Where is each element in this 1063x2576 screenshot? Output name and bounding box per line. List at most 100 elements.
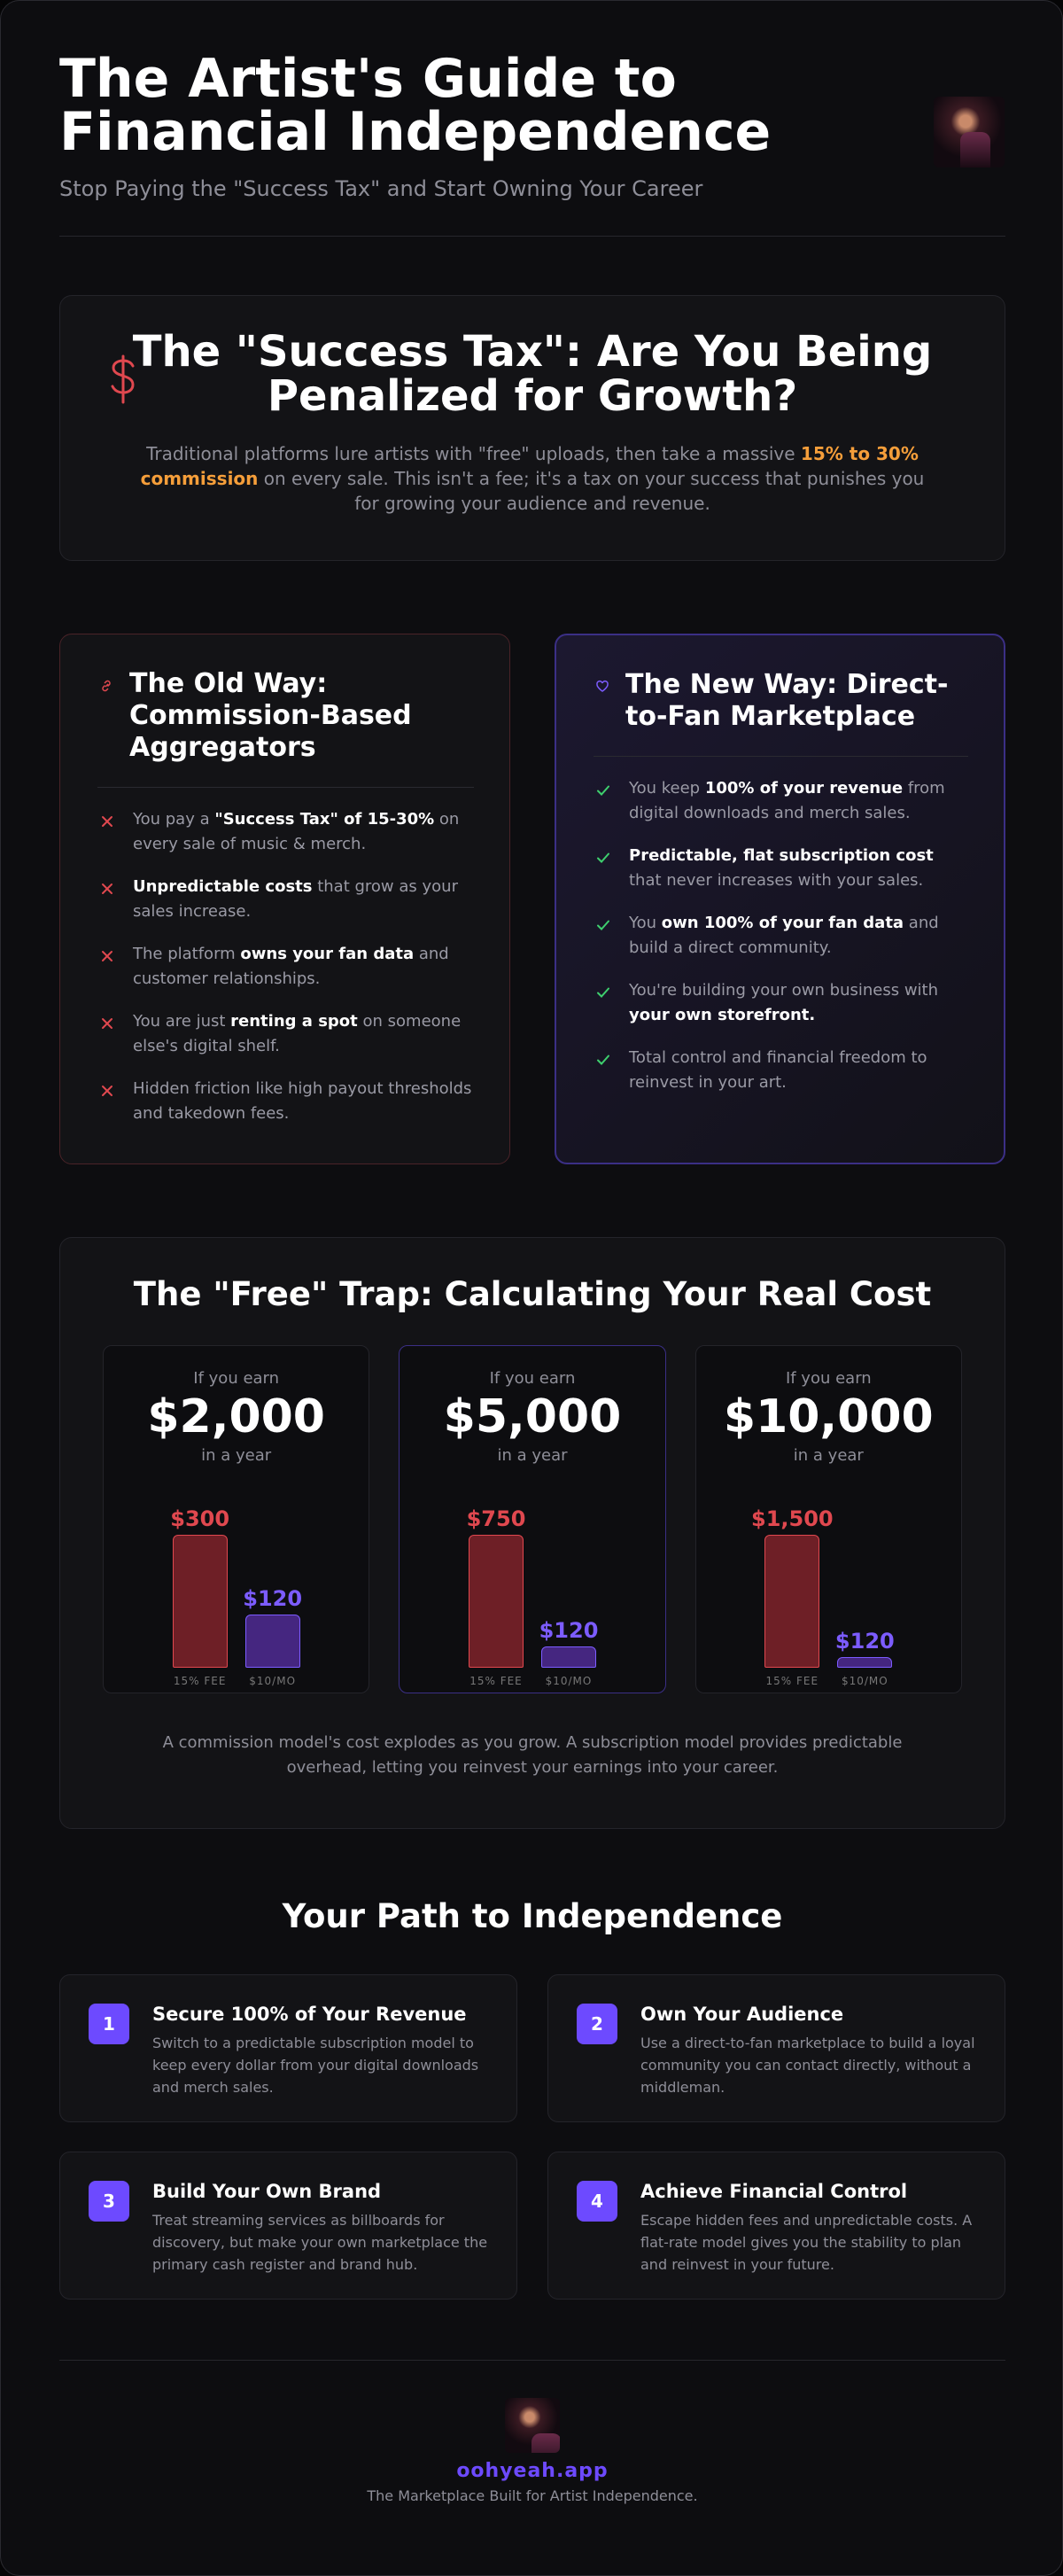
emphasis: 100% of your revenue: [704, 779, 904, 798]
icon-path: [597, 920, 609, 930]
text-run: Traditional platforms lure artists with …: [146, 443, 801, 464]
separator: [97, 787, 474, 788]
bar-column: $120 $10/MO: [835, 1629, 895, 1687]
step-title: Build Your Own Brand: [152, 2181, 382, 2202]
icon-path: [102, 816, 113, 827]
list-item: Unpredictable costs that grow as your sa…: [97, 875, 474, 924]
section-title: The "Free" Trap: Calculating Your Real C…: [133, 1275, 932, 1313]
icon-path: [102, 1018, 113, 1029]
cross-icon: [102, 1086, 113, 1096]
icon-path: [597, 852, 609, 863]
list-item: Total control and financial freedom to r…: [594, 1046, 968, 1095]
page-title: The Artist's Guide to Financial Independ…: [59, 48, 772, 163]
emphasis: 15% to 30% commission: [140, 443, 919, 489]
text-run: You are just: [133, 1012, 231, 1031]
bar-caption: $10/MO: [545, 1675, 593, 1687]
text-run: on every sale of music & merch.: [133, 810, 460, 853]
footer: oohyeah.app The Marketplace Built for Ar…: [59, 2398, 1005, 2504]
bar-column: $120 $10/MO: [539, 1618, 599, 1687]
bar-group: $750 15% FEE $120 $10/MO: [400, 1490, 664, 1687]
check-icon: [597, 785, 609, 796]
item-list: You pay a "Success Tax" of 15-30% on eve…: [97, 807, 474, 1126]
step-title: Achieve Financial Control: [640, 2181, 908, 2202]
value-label: $1,500: [751, 1506, 834, 1531]
step-text: Treat streaming services as billboards f…: [152, 2212, 488, 2273]
check-icon: [597, 852, 609, 863]
emphasis: owns your fan data: [240, 945, 415, 963]
bar-group: $300 15% FEE $120 $10/MO: [104, 1490, 369, 1687]
text-run: You: [629, 914, 662, 932]
bar: [468, 1535, 524, 1668]
item-list: You keep 100% of your revenue from digit…: [594, 776, 968, 1095]
card-amount: $5,000: [443, 1390, 622, 1444]
cross-icon: [102, 816, 113, 827]
new-way: The New Way: Direct-to-Fan Marketplace Y…: [555, 634, 1005, 1164]
card-suffix: in a year: [201, 1446, 272, 1465]
bar-caption: $10/MO: [841, 1675, 888, 1687]
icon-path: [597, 987, 609, 998]
text-run: and customer relationships.: [133, 945, 449, 988]
icon-path: [102, 883, 113, 894]
check-icon: [597, 920, 609, 930]
step-title: Secure 100% of Your Revenue: [152, 2004, 467, 2025]
cards: If you earn $2,000 in a year $300 15% FEE $12…: [103, 1345, 962, 1693]
emphasis: Unpredictable costs: [133, 877, 313, 896]
cost-card: If you earn $10,000 in a year $1,500 15% FEE…: [694, 1345, 962, 1693]
divider: [59, 236, 1005, 237]
text-run: that never increases with your sales.: [629, 871, 924, 890]
list-item: You are just renting a spot on someone e…: [97, 1009, 474, 1059]
step-card: 3 Build Your Own Brand Treat streaming ser…: [59, 2152, 517, 2300]
bar: [244, 1615, 300, 1668]
subtitle: Stop Paying the "Success Tax" and Start …: [59, 176, 703, 201]
text-run: and build a direct community.: [629, 914, 939, 957]
emphasis: own 100% of your fan data: [661, 914, 904, 932]
card-prefix: If you earn: [785, 1369, 872, 1388]
text-run: from digital downloads and merch sales.: [629, 779, 945, 822]
section-title: The "Success Tax": Are You Being Penaliz…: [132, 327, 933, 421]
list-item: The platform owns your fan data and cust…: [97, 942, 474, 992]
bar-caption: 15% FEE: [765, 1675, 819, 1687]
avatar: [934, 97, 1005, 167]
path: Your Path to Independence 1 Secure 100% o…: [59, 1897, 1005, 2300]
cross-icon: [102, 951, 113, 961]
bar-group: $1,500 15% FEE $120 $10/MO: [696, 1490, 961, 1687]
emphasis: Predictable, flat subscription cost: [629, 846, 934, 865]
card-suffix: in a year: [793, 1446, 864, 1465]
header: The Artist's Guide to Financial Independ…: [59, 52, 1005, 201]
step-card: 2 Own Your Audience Use a direct-to-fan ma…: [547, 1974, 1005, 2122]
column-title-text: The Old Way: Commission-Based Aggregator…: [129, 668, 412, 763]
bar-column: $300 15% FEE: [170, 1506, 230, 1687]
step-text: Switch to a predictable subscription mod…: [152, 2035, 479, 2096]
text-run: You're building your own business with: [629, 981, 939, 1000]
text-run: on every sale. This isn't a fee; it's a …: [258, 468, 925, 514]
icon-path: [102, 951, 113, 961]
bar: [837, 1657, 893, 1668]
step-number: 2: [577, 2004, 617, 2044]
emphasis: your own storefront.: [629, 1006, 816, 1024]
value-label: $120: [243, 1586, 303, 1611]
old-way: The Old Way: Commission-Based Aggregator…: [59, 634, 510, 1164]
check-icon: [597, 987, 609, 998]
link-icon: [102, 680, 111, 692]
column-title-text: The New Way: Direct-to-Fan Marketplace: [625, 669, 949, 732]
card-amount: $10,000: [723, 1390, 934, 1444]
brand: oohyeah.app: [456, 2460, 609, 2482]
card-amount: $2,000: [147, 1390, 325, 1444]
step-text: Use a direct-to-fan marketplace to build…: [640, 2035, 975, 2096]
bar-caption: 15% FEE: [173, 1675, 227, 1687]
cross-icon: [102, 1018, 113, 1029]
text-run: Hidden friction like high payout thresho…: [133, 1079, 472, 1123]
step-card: 4 Achieve Financial Control Escape hidden …: [547, 2152, 1005, 2300]
value-label: $300: [170, 1506, 230, 1531]
bar-column: $750 15% FEE: [467, 1506, 526, 1687]
step-number: 1: [89, 2004, 129, 2044]
separator: [594, 756, 968, 757]
avatar: [505, 2398, 560, 2453]
text-run: on someone else's digital shelf.: [133, 1012, 462, 1055]
text-run: You keep: [629, 779, 705, 798]
tagline: The Marketplace Built for Artist Indepen…: [367, 2487, 698, 2504]
bar: [540, 1646, 596, 1668]
free-trap: The "Free" Trap: Calculating Your Real C…: [59, 1237, 1005, 1829]
success-tax: The "Success Tax": Are You Being Penaliz…: [59, 295, 1005, 561]
